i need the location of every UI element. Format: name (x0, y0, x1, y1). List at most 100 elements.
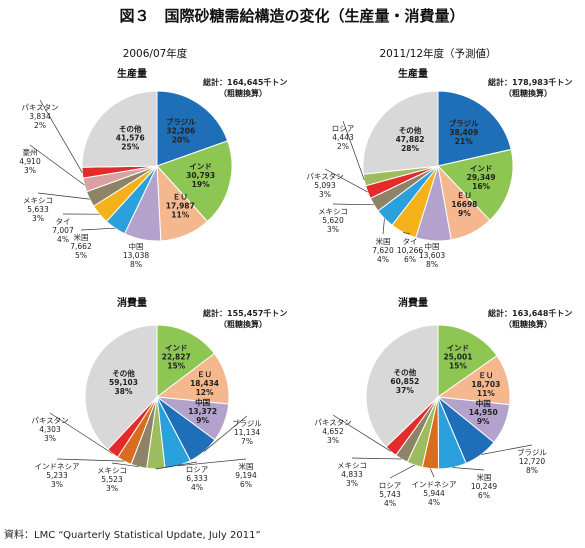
slice-name-label: 中国 (425, 241, 440, 251)
slice-name-label: メキシコ (97, 466, 127, 475)
slice-percent-label: 25% (121, 143, 139, 152)
slice-percent-label: 3% (24, 166, 36, 175)
slice-value-label: 6,333 (186, 474, 208, 483)
slice-value-label: 22,827 (162, 352, 191, 361)
slice-name-label: インドネシア (412, 480, 457, 489)
slice-value-label: 4,910 (19, 157, 41, 166)
slice-name-label: その他 (399, 125, 422, 135)
slice-percent-label: 11% (171, 211, 189, 220)
slice-percent-label: 20% (172, 135, 190, 144)
slice-percent-label: 7% (241, 437, 253, 446)
slice-value-label: 4,303 (39, 425, 61, 434)
slice-percent-label: 3% (346, 479, 358, 488)
figure-title: 図３ 国際砂糖需給構造の変化（生産量・消費量） (119, 7, 464, 25)
slice-name-label: その他 (394, 367, 417, 377)
slice-percent-label: 5% (75, 251, 87, 260)
slice-name-label: 米国 (477, 472, 492, 482)
slice-value-label: 11,134 (234, 428, 260, 437)
slice-value-label: 13,038 (123, 251, 149, 260)
slice-percent-label: 3% (327, 436, 339, 445)
slice-name-label: ブラジル (517, 447, 547, 457)
slice-value-label: 4,833 (341, 470, 363, 479)
period-right-label: 2011/12年度（予測値） (379, 47, 496, 60)
slice-percent-label: 19% (192, 180, 210, 189)
slice-percent-label: 2% (337, 142, 349, 151)
slice-value-label: 5,633 (27, 205, 49, 214)
leader-line (390, 465, 415, 478)
leader-line (430, 469, 434, 477)
slice-value-label: 7,662 (70, 242, 92, 251)
slice-name-label: ブラジル (449, 118, 479, 128)
pie-total: 総計：155,457千トン (203, 308, 287, 318)
slice-name-label: ロシア (379, 481, 402, 490)
slice-name-label: メキシコ (337, 461, 367, 470)
slice-value-label: 47,882 (396, 135, 425, 144)
slice-percent-label: 9% (196, 416, 209, 425)
pie-total: 総計：164,645千トン (203, 77, 287, 87)
slice-value-label: 3,834 (29, 112, 51, 121)
slice-name-label: インド (189, 162, 212, 171)
slice-percent-label: 6% (404, 255, 416, 264)
slice-percent-label: 15% (167, 361, 185, 370)
slice-value-label: 5,233 (46, 471, 68, 480)
slice-name-label: インド (447, 344, 470, 353)
slice-value-label: 29,349 (467, 173, 496, 182)
leader-line (453, 468, 484, 471)
slice-percent-label: 9% (458, 209, 471, 218)
slice-value-label: 18,703 (471, 380, 500, 389)
slice-value-label: 4,443 (332, 133, 354, 142)
slice-percent-label: 4% (377, 255, 389, 264)
source-note: 資料：LMC “Quarterly Statistical Update, Ju… (4, 528, 261, 541)
slice-value-label: 18,434 (190, 379, 219, 388)
leader-line (352, 458, 401, 459)
pie-total-note: （粗糖換算） (504, 88, 552, 98)
slice-value-label: 5,743 (379, 490, 401, 499)
slice-percent-label: 16% (472, 182, 490, 191)
slice-value-label: 10,266 (397, 246, 423, 255)
slice-name-label: その他 (112, 368, 135, 378)
pie-title: 生産量 (398, 67, 428, 80)
slice-percent-label: 3% (51, 480, 63, 489)
slice-name-label: パキスタン (314, 418, 351, 427)
slice-value-label: 41,576 (116, 134, 145, 143)
slice-name-label: パキスタン (31, 416, 68, 425)
pie-total: 総計：163,648千トン (488, 308, 572, 318)
pie-chart-1: 生産量総計：164,645千トン（粗糖換算）ブラジル32,20620%インド30… (19, 67, 287, 269)
slice-name-label: ブラジル (166, 116, 196, 126)
slice-name-label: パキスタン (306, 172, 343, 181)
slice-value-label: 17,987 (166, 202, 195, 211)
slice-value-label: 30,793 (186, 171, 215, 180)
slice-value-label: 16698 (451, 200, 477, 209)
pie-charts: 生産量総計：164,645千トン（粗糖換算）ブラジル32,20620%インド30… (19, 67, 572, 508)
slice-name-label: ロシア (332, 124, 355, 133)
pie-total-note: （粗糖換算） (504, 319, 552, 329)
pie-total-note: （粗糖換算） (219, 88, 267, 98)
slice-value-label: 60,852 (390, 377, 419, 386)
slice-value-label: 10,249 (471, 482, 497, 491)
leader-line (383, 219, 384, 234)
slice-name-label: ＥＵ (457, 191, 472, 200)
pie-title: 生産量 (117, 67, 147, 80)
slice-percent-label: 3% (32, 214, 44, 223)
slice-name-label: 中国 (195, 397, 210, 407)
slice-value-label: 14,950 (469, 408, 498, 417)
slice-percent-label: 3% (44, 434, 56, 443)
slice-percent-label: 3% (319, 190, 331, 199)
slice-name-label: タイ (56, 217, 71, 226)
slice-value-label: 38,409 (449, 128, 478, 137)
slice-percent-label: 6% (478, 491, 490, 500)
slice-value-label: 9,194 (235, 471, 257, 480)
slice-name-label: 豪州 (23, 147, 38, 157)
slice-name-label: インド (165, 343, 188, 352)
slice-name-label: 米国 (74, 232, 89, 242)
pie-title: 消費量 (398, 296, 428, 309)
slice-percent-label: 8% (526, 466, 538, 475)
slice-value-label: 13,372 (188, 407, 217, 416)
slice-name-label: インド (470, 164, 493, 173)
slice-name-label: 米国 (239, 461, 254, 471)
slice-value-label: 59,103 (109, 378, 138, 387)
pie-total-note: （粗糖換算） (219, 319, 267, 329)
slice-percent-label: 9% (477, 417, 490, 426)
pie-chart-3: 消費量総計：155,457千トン（粗糖換算）インド22,82715%ＥＵ18,4… (31, 296, 287, 493)
